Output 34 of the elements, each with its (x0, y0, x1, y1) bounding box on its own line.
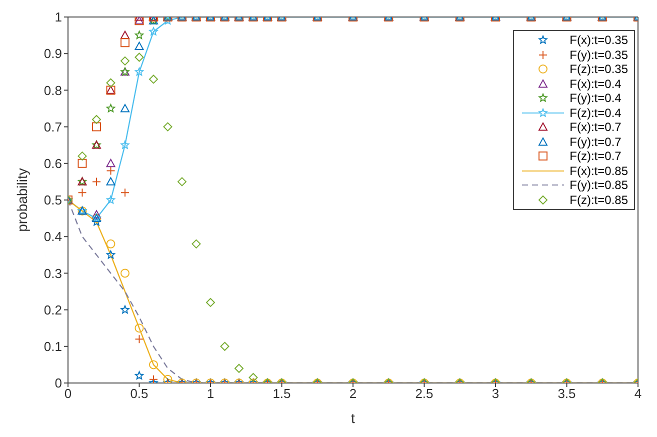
legend-label: F(z):t=0.7 (570, 149, 622, 164)
legend-label: F(z):t=0.35 (570, 62, 628, 76)
x-tick-label: 2.5 (415, 386, 434, 402)
x-tick-label: 2 (349, 386, 357, 402)
x-tick-label: 1 (206, 386, 214, 402)
y-tick-label: 0.4 (44, 229, 62, 244)
x-tick-label: 0 (64, 386, 72, 402)
y-tick-label: 0.1 (44, 339, 62, 354)
x-tick-label: 3.5 (558, 386, 576, 402)
x-tick-label: 1.5 (272, 386, 291, 402)
y-tick-label: 0.8 (44, 82, 62, 98)
legend-label: F(y):t=0.85 (570, 178, 628, 192)
legend-label: F(z):t=0.4 (570, 106, 622, 120)
y-tick-label: 0.5 (44, 192, 62, 208)
x-tick-label: 4 (634, 386, 642, 402)
legend-label: F(x):t=0.7 (570, 120, 622, 134)
y-tick-label: 0.2 (44, 302, 62, 318)
legend-label: F(y):t=0.35 (570, 48, 628, 62)
y-tick-label: 0.7 (44, 119, 62, 134)
y-tick-label: 0.9 (44, 46, 62, 62)
x-tick-label: 3 (492, 386, 500, 402)
legend-label: F(y):t=0.4 (570, 91, 622, 106)
legend-label: F(x):t=0.4 (570, 76, 622, 91)
y-tick-label: 1 (54, 10, 62, 25)
legend-label: F(z):t=0.85 (570, 192, 628, 207)
x-axis-title: t (351, 410, 356, 426)
y-tick-label: 0 (54, 376, 62, 391)
y-axis-title: probability (14, 168, 30, 232)
legend-label: F(y):t=0.7 (570, 134, 622, 149)
y-tick-label: 0.6 (44, 156, 62, 172)
legend-label: F(x):t=0.85 (570, 164, 628, 178)
legend-label: F(x):t=0.35 (570, 33, 628, 48)
y-tick-label: 0.3 (44, 266, 62, 281)
x-tick-label: 0.5 (130, 386, 148, 402)
